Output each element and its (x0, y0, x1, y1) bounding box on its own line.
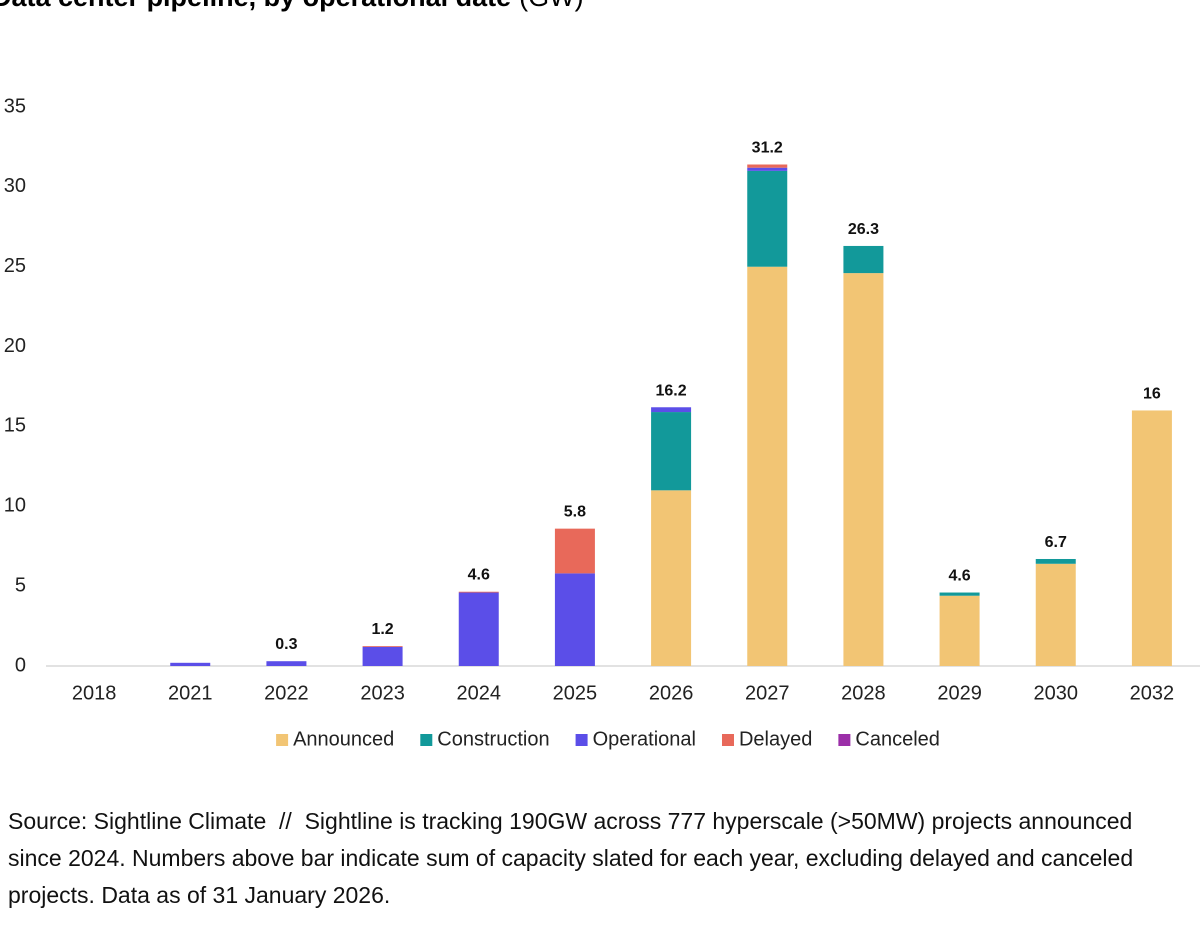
total-label: 31.2 (752, 139, 783, 156)
bar-segment (843, 245, 884, 274)
bar-segment (651, 412, 692, 491)
total-label: 4.6 (948, 568, 970, 585)
bar-segment (747, 164, 788, 168)
legend-label: Canceled (855, 728, 940, 750)
x-tick-label: 2026 (649, 682, 694, 704)
total-label: 1.2 (371, 621, 393, 638)
total-label: 0.3 (275, 636, 297, 653)
bar-segment (266, 661, 307, 666)
total-label: 16.2 (656, 382, 687, 399)
total-label: 16 (1143, 385, 1161, 402)
y-tick-label: 10 (4, 495, 26, 517)
source-note: Source: Sightline Climate // Sightline i… (8, 808, 1140, 908)
x-tick-label: 2023 (360, 682, 405, 704)
bar-segment (747, 170, 788, 267)
total-label: 5.8 (564, 504, 586, 521)
bar-segment (651, 407, 692, 413)
x-tick-label: 2027 (745, 682, 790, 704)
bar-segment (939, 592, 980, 596)
legend-swatch (420, 734, 433, 746)
bar-segment (843, 273, 884, 666)
bar-segment (651, 490, 692, 666)
bar-segment (1035, 558, 1076, 564)
legend-swatch (721, 734, 734, 746)
bar-segment (939, 595, 980, 666)
x-tick-label: 2029 (937, 682, 982, 704)
x-tick-label: 2032 (1130, 682, 1175, 704)
y-tick-label: 5 (15, 574, 26, 596)
legend-label: Operational (593, 728, 696, 750)
legend-swatch (838, 734, 851, 746)
x-tick-label: 2028 (841, 682, 886, 704)
bar-segment (554, 528, 595, 574)
bar-segment (362, 646, 403, 647)
total-label: 26.3 (848, 221, 879, 238)
title-main: Data center pipeline, by operational dat… (0, 0, 511, 12)
bar-segment (747, 167, 788, 171)
title-unit: (GW) (519, 0, 583, 12)
legend-label: Delayed (739, 728, 812, 750)
x-tick-label: 2025 (553, 682, 598, 704)
x-tick-label: 2024 (457, 682, 502, 704)
chart-title: Data center pipeline, by operational dat… (0, 0, 584, 12)
legend-label: Construction (437, 728, 549, 750)
x-tick-label: 2030 (1034, 682, 1079, 704)
legend-swatch (575, 734, 588, 746)
bar-segment (747, 266, 788, 666)
total-label: 6.7 (1045, 534, 1067, 551)
bar-segment (554, 573, 595, 666)
chart: Data center pipeline, by operational dat… (0, 0, 1200, 750)
x-tick-label: 2018 (72, 682, 117, 704)
bar-segment (1131, 410, 1172, 666)
y-tick-label: 15 (4, 415, 26, 437)
bar-segment (458, 591, 499, 593)
x-tick-label: 2021 (168, 682, 213, 704)
total-label: 4.6 (468, 567, 490, 584)
y-tick-label: 35 (4, 95, 26, 117)
legend-swatch (276, 734, 289, 746)
bar-segment (458, 592, 499, 666)
x-tick-label: 2022 (264, 682, 309, 704)
y-tick-label: 20 (4, 335, 26, 357)
bar-segment (170, 662, 211, 666)
legend-label: Announced (293, 728, 394, 750)
bar-segment (362, 646, 403, 666)
y-tick-label: 30 (4, 175, 26, 197)
y-tick-label: 0 (15, 654, 26, 676)
y-tick-label: 25 (4, 255, 26, 277)
bar-segment (1035, 563, 1076, 666)
